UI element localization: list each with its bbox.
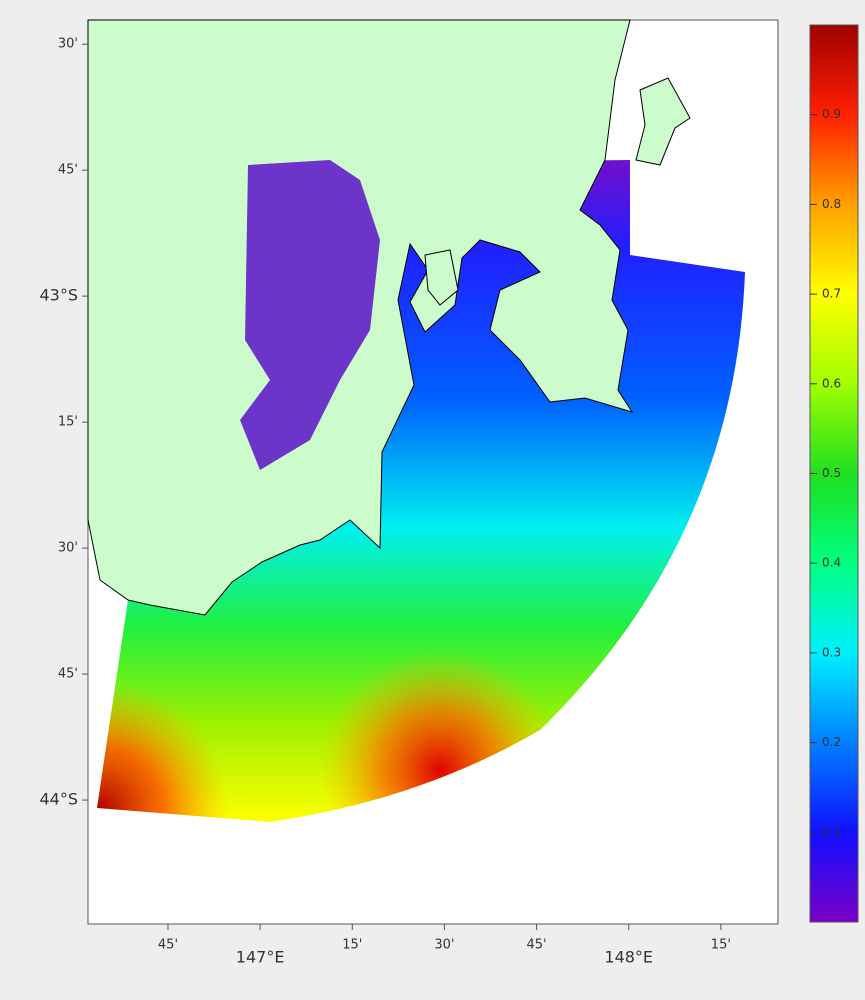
- y-tick-label: 45': [58, 163, 78, 178]
- y-tick-label: 30': [58, 541, 78, 556]
- colorbar-tick-label: 0.1: [822, 825, 841, 839]
- colorbar-tick-label: 0.4: [822, 556, 841, 570]
- colorbar-tick-label: 0.5: [822, 466, 841, 480]
- colorbar-tick-label: 0.6: [822, 376, 841, 390]
- y-tick-label: 44°S: [39, 790, 78, 809]
- y-tick-label: 30': [58, 37, 78, 52]
- colorbar-tick-label: 0.7: [822, 287, 841, 301]
- estuary: [240, 160, 380, 470]
- colorbar-tick-label: 0.9: [822, 107, 841, 121]
- x-tick-label: 15': [711, 938, 731, 953]
- colorbar-tick-label: 0.3: [822, 645, 841, 659]
- x-tick-label: 147°E: [236, 948, 285, 967]
- x-tick-label: 45': [158, 938, 178, 953]
- colorbar-tick-label: 0.2: [822, 735, 841, 749]
- island: [635, 77, 691, 166]
- x-tick-label: 15': [342, 938, 362, 953]
- x-tick-label: 148°E: [604, 948, 653, 967]
- x-tick-label: 30': [434, 938, 454, 953]
- y-tick-label: 45': [58, 667, 78, 682]
- y-tick-label: 15': [58, 415, 78, 430]
- island: [424, 249, 459, 306]
- colorbar-tick-label: 0.8: [822, 197, 841, 211]
- y-tick-label: 43°S: [39, 286, 78, 305]
- colorbar: [809, 24, 859, 923]
- x-tick-label: 45': [527, 938, 547, 953]
